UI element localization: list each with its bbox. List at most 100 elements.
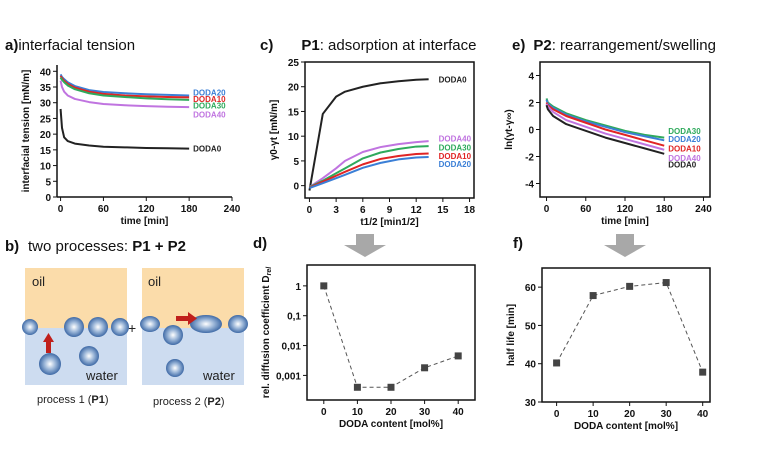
data-point [662, 279, 670, 287]
caption-process-2: process 2 (P2) [153, 396, 225, 408]
data-point [626, 282, 634, 290]
y-tick-label: 15 [288, 107, 300, 118]
series-label-doda0: DODA0 [193, 144, 222, 153]
panel-title: f) [513, 235, 523, 252]
series-label-doda40: DODA40 [668, 154, 701, 163]
x-tick-label: 10 [352, 407, 364, 418]
series-line-doda10 [59, 75, 190, 99]
panel-b-title: two processes: P1 + P2 [28, 238, 186, 255]
x-tick-label: 20 [624, 409, 636, 420]
panel-title-text: interfacial tension [18, 37, 135, 54]
series-label-doda20: DODA20 [668, 135, 701, 144]
y-tick-label: 60 [525, 283, 537, 294]
plus-sign: + [128, 320, 136, 336]
y-tick-label: 5 [293, 157, 299, 168]
chart-c: c) P1: adsorption at interface 0 3 6 9 12 15 18 0… [260, 37, 476, 228]
series-line-doda40 [308, 140, 429, 188]
series-line-doda20 [309, 155, 429, 190]
data-point [553, 359, 561, 367]
series-label-doda10: DODA10 [193, 95, 226, 104]
x-tick-label: 60 [580, 204, 592, 215]
x-axis-label: DODA content [mol%] [339, 419, 443, 430]
x-tick-label: 60 [98, 204, 110, 215]
series-label-doda10: DODA10 [439, 152, 472, 161]
x-tick-label: 12 [411, 205, 423, 216]
x-tick-label: 0 [554, 409, 560, 420]
series-label-doda10: DODA10 [668, 144, 701, 153]
data-point [387, 383, 395, 391]
y-tick-label: -4 [525, 180, 534, 191]
red-arrow-up-icon [43, 333, 54, 353]
series-label-doda40: DODA40 [439, 135, 472, 144]
series-line-doda40 [59, 80, 190, 109]
water-label-1: water [85, 368, 118, 383]
data-point [699, 368, 707, 376]
x-tick-label: 0 [544, 204, 550, 215]
x-tick-label: 180 [181, 204, 198, 215]
x-tick-label: 120 [617, 204, 634, 215]
down-arrow-icon [604, 234, 646, 257]
y-tick-label: 20 [40, 130, 52, 141]
x-tick-label: 15 [437, 205, 449, 216]
x-tick-label: 240 [224, 204, 241, 215]
panel-letter: e) [512, 37, 525, 54]
x-tick-label: 10 [588, 409, 600, 420]
dashed-connector [556, 282, 704, 373]
x-tick-label: 18 [464, 205, 476, 216]
y-tick-label: 0 [528, 126, 534, 137]
series-label-doda40: DODA40 [193, 110, 226, 119]
panel-letter: a) [5, 37, 18, 54]
panel-title-bold: P2 [533, 37, 551, 54]
data-point [421, 364, 429, 372]
x-axis-label: time [min] [121, 216, 169, 227]
y-axis-label: interfacial tension [mN/m] [21, 70, 32, 193]
y-tick-label: 25 [40, 114, 52, 125]
y-tick-label: 1 [295, 282, 301, 293]
x-tick-label: 3 [333, 205, 339, 216]
panel-letter: c) [260, 37, 273, 54]
series-line-doda30 [309, 145, 429, 189]
series-label-doda0: DODA0 [668, 161, 697, 170]
x-tick-label: 120 [138, 204, 155, 215]
y-tick-label: 25 [288, 58, 300, 69]
series-line-doda40 [545, 103, 665, 151]
y-tick-label: 30 [40, 99, 52, 110]
y-tick-label: 10 [40, 162, 52, 173]
y-tick-label: 50 [525, 321, 537, 332]
y-axis-label: γ0-γt [mN/m] [269, 100, 280, 161]
series-label-doda20: DODA20 [193, 88, 226, 97]
y-tick-label: 4 [528, 72, 534, 83]
x-tick-label: 40 [453, 407, 465, 418]
x-tick-label: 0 [321, 407, 327, 418]
series-line-doda0 [545, 104, 665, 155]
series-line-doda20 [59, 73, 190, 97]
caption-process-1: process 1 (P1) [37, 394, 109, 406]
panel-title-text: : adsorption at interface [320, 37, 477, 54]
x-tick-label: 240 [695, 204, 712, 215]
panel-letter: f) [513, 235, 523, 252]
panel-title-text: : rearrangement/swelling [552, 37, 716, 54]
oil-label-2: oil [148, 274, 161, 289]
y-tick-label: 0 [45, 193, 51, 204]
panel-b: b) two processes: P1 + P2 oil oil water … [5, 238, 248, 408]
y-tick-label: 5 [45, 177, 51, 188]
down-arrow-icon [344, 234, 386, 257]
y-tick-label: 30 [525, 398, 537, 409]
y-tick-label: 2 [528, 99, 534, 110]
y-tick-label: 0,1 [287, 312, 301, 323]
y-tick-label: 20 [288, 83, 300, 94]
x-axis-label: t1/2 [min1/2] [360, 217, 418, 228]
oil-label-1: oil [32, 274, 45, 289]
panel-title: c) P1: adsorption at interface [260, 37, 476, 54]
x-axis-label: DODA content [mol%] [574, 421, 678, 432]
y-tick-label: 40 [525, 360, 537, 371]
series-line-doda0 [308, 78, 429, 191]
y-axis-label: rel. diffusion coefficient Drel [261, 266, 273, 398]
y-tick-label: 40 [40, 67, 52, 78]
series-line-doda0 [59, 108, 190, 150]
y-tick-label: 10 [288, 132, 300, 143]
panel-title: a)interfacial tension [5, 37, 135, 54]
series-label-doda30: DODA30 [439, 144, 472, 153]
